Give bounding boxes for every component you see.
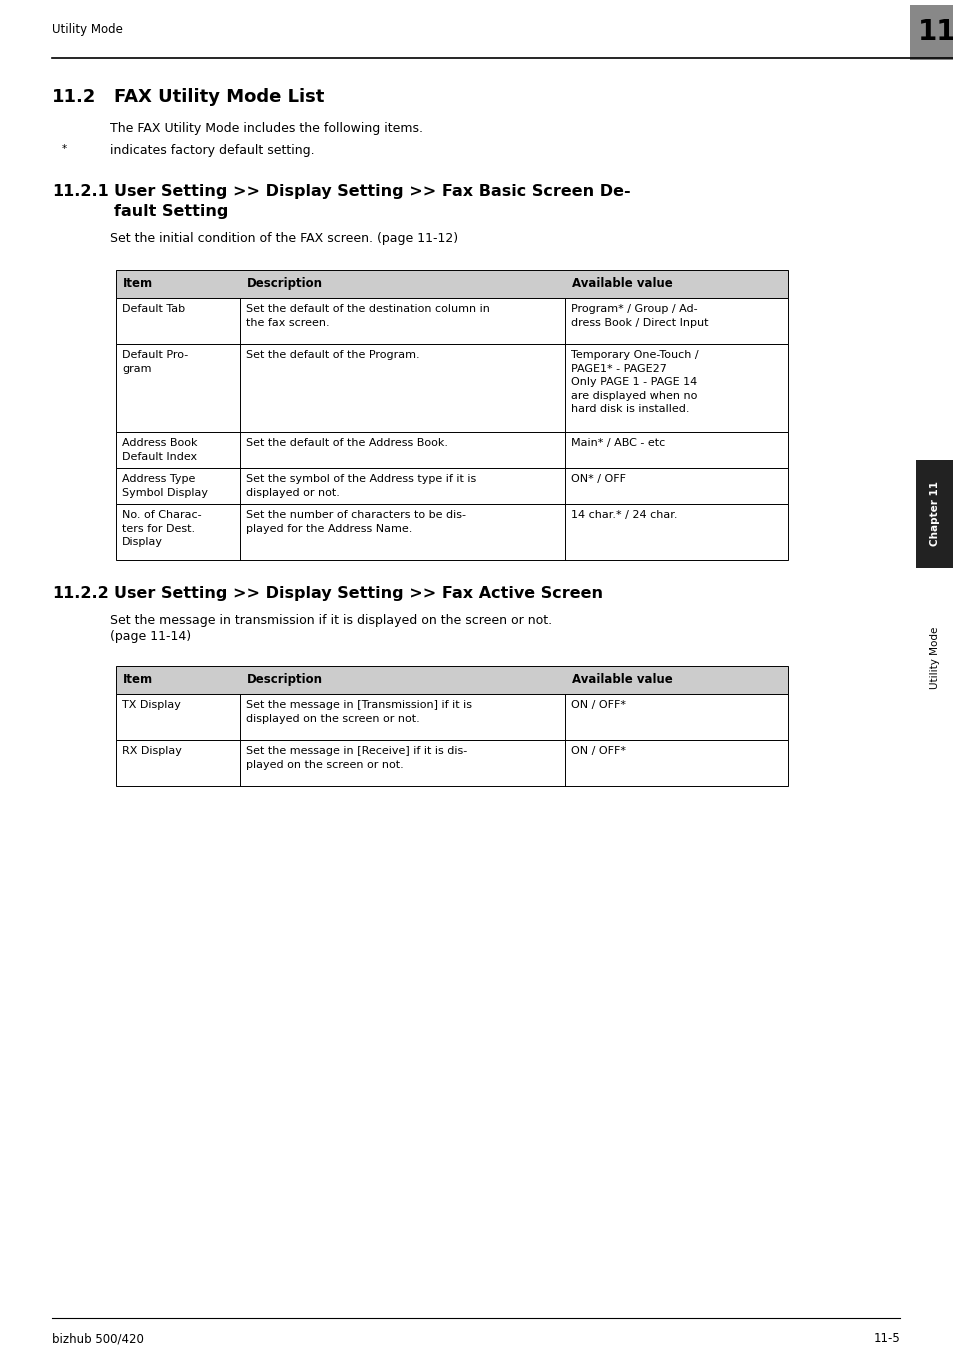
Text: Set the message in [Receive] if it is dis-
played on the screen or not.: Set the message in [Receive] if it is di… xyxy=(246,746,467,769)
Text: indicates factory default setting.: indicates factory default setting. xyxy=(110,145,314,157)
Text: 11.2.1: 11.2.1 xyxy=(52,184,109,199)
Text: 11.2.2: 11.2.2 xyxy=(52,585,109,602)
Text: 11.2: 11.2 xyxy=(52,88,96,105)
Text: Address Book
Default Index: Address Book Default Index xyxy=(122,438,197,461)
Text: FAX Utility Mode List: FAX Utility Mode List xyxy=(113,88,324,105)
Text: Item: Item xyxy=(123,673,153,685)
Text: Set the default of the Address Book.: Set the default of the Address Book. xyxy=(246,438,448,448)
Text: 11: 11 xyxy=(917,18,953,46)
Text: TX Display: TX Display xyxy=(122,700,181,710)
Text: Item: Item xyxy=(123,277,153,289)
Text: Available value: Available value xyxy=(572,673,672,685)
Text: The FAX Utility Mode includes the following items.: The FAX Utility Mode includes the follow… xyxy=(110,122,422,135)
Text: Set the number of characters to be dis-
played for the Address Name.: Set the number of characters to be dis- … xyxy=(246,510,465,534)
Text: ON / OFF*: ON / OFF* xyxy=(571,746,625,756)
Text: (page 11-14): (page 11-14) xyxy=(110,630,191,644)
Text: Utility Mode: Utility Mode xyxy=(52,23,123,37)
Text: Set the initial condition of the FAX screen. (page 11-12): Set the initial condition of the FAX scr… xyxy=(110,233,457,245)
Bar xyxy=(116,433,787,468)
Bar xyxy=(116,740,787,786)
Bar xyxy=(116,667,787,694)
Text: Set the message in transmission if it is displayed on the screen or not.: Set the message in transmission if it is… xyxy=(110,614,552,627)
Text: Set the symbol of the Address type if it is
displayed or not.: Set the symbol of the Address type if it… xyxy=(246,475,476,498)
Bar xyxy=(116,297,787,343)
Text: Chapter 11: Chapter 11 xyxy=(929,481,939,546)
Text: Set the message in [Transmission] if it is
displayed on the screen or not.: Set the message in [Transmission] if it … xyxy=(246,700,472,723)
Bar xyxy=(116,343,787,433)
Text: Utility Mode: Utility Mode xyxy=(929,627,939,690)
Text: No. of Charac-
ters for Dest.
Display: No. of Charac- ters for Dest. Display xyxy=(122,510,201,548)
Text: Address Type
Symbol Display: Address Type Symbol Display xyxy=(122,475,208,498)
Bar xyxy=(116,270,787,297)
Text: Set the default of the destination column in
the fax screen.: Set the default of the destination colum… xyxy=(246,304,489,327)
Bar xyxy=(116,504,787,560)
Text: ON / OFF*: ON / OFF* xyxy=(571,700,625,710)
Text: Temporary One-Touch /
PAGE1* - PAGE27
Only PAGE 1 - PAGE 14
are displayed when n: Temporary One-Touch / PAGE1* - PAGE27 On… xyxy=(571,350,698,415)
Text: Available value: Available value xyxy=(572,277,672,289)
Text: Default Tab: Default Tab xyxy=(122,304,185,314)
Text: fault Setting: fault Setting xyxy=(113,204,228,219)
Text: Main* / ABC - etc: Main* / ABC - etc xyxy=(571,438,664,448)
Text: 14 char.* / 24 char.: 14 char.* / 24 char. xyxy=(571,510,677,521)
Text: Program* / Group / Ad-
dress Book / Direct Input: Program* / Group / Ad- dress Book / Dire… xyxy=(571,304,708,327)
Text: Set the default of the Program.: Set the default of the Program. xyxy=(246,350,419,360)
Text: Default Pro-
gram: Default Pro- gram xyxy=(122,350,188,373)
Bar xyxy=(116,694,787,740)
Bar xyxy=(909,5,953,59)
Text: User Setting >> Display Setting >> Fax Basic Screen De-: User Setting >> Display Setting >> Fax B… xyxy=(113,184,630,199)
Text: 11-5: 11-5 xyxy=(872,1332,899,1345)
Text: Description: Description xyxy=(247,673,323,685)
Text: RX Display: RX Display xyxy=(122,746,182,756)
Bar xyxy=(116,468,787,504)
Text: bizhub 500/420: bizhub 500/420 xyxy=(52,1332,144,1345)
Text: Description: Description xyxy=(247,277,323,289)
Text: ON* / OFF: ON* / OFF xyxy=(571,475,625,484)
Text: *: * xyxy=(62,145,67,154)
Text: User Setting >> Display Setting >> Fax Active Screen: User Setting >> Display Setting >> Fax A… xyxy=(113,585,602,602)
Bar xyxy=(915,460,953,568)
